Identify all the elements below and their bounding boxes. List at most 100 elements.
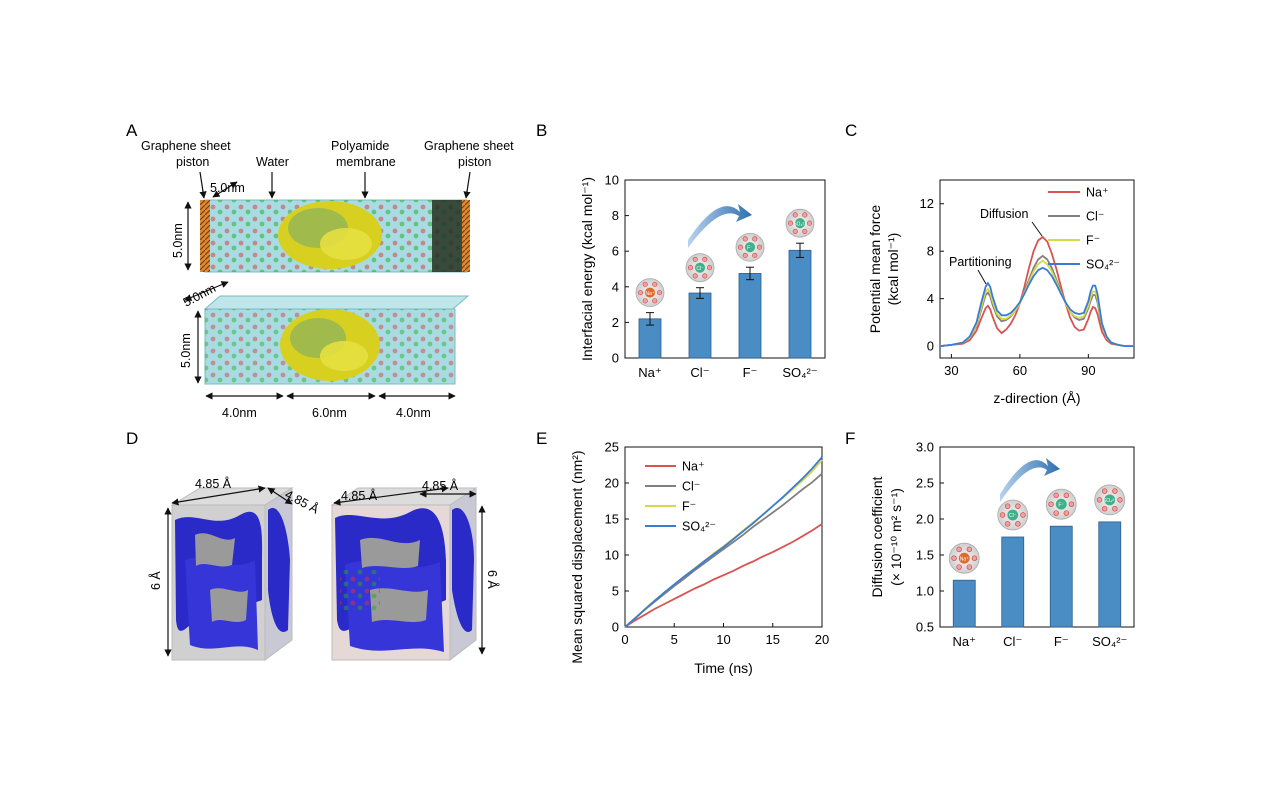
chart-b-ytick-label: 10: [605, 173, 619, 188]
chart-b-category-label: Na⁺: [638, 365, 661, 380]
chart-b-ion-icon-water: [656, 290, 663, 296]
chart-b-ion-icon-water: [702, 273, 708, 279]
chart-f-ion-icon-water: [999, 512, 1006, 518]
chart-e-xtick-label: 20: [815, 632, 829, 647]
chart-f-bar: [1098, 521, 1122, 628]
chart-f-category-label: F⁻: [1054, 634, 1069, 649]
dim-right-width: 4.85 Å: [341, 488, 378, 503]
chart-f-ytick-label: 1.0: [916, 584, 934, 599]
chart-b-bar: [788, 249, 812, 359]
dim-right-depth: 4.85 Å: [422, 478, 459, 493]
chart-f-ylabel-2: (× 10⁻¹⁰ m² s⁻¹): [888, 488, 904, 586]
chart-e-series-line: [624, 472, 823, 628]
chart-b-bar: [738, 273, 762, 359]
chart-c-legend-label: Na⁺: [1086, 186, 1109, 200]
chart-f-ion-icon-symbol: Na⁺: [960, 556, 969, 562]
label-polyamide-1: Polyamide: [331, 139, 389, 153]
chart-b-ion-icon-symbol: F⁻: [747, 245, 753, 251]
pore-structure-left: [170, 487, 294, 661]
chart-e-ytick-label: 15: [605, 512, 619, 527]
chart-c-series-line: [939, 235, 1134, 347]
chart-f-bar: [952, 579, 976, 628]
chart-e-msd: 0 5 10 15 20 25 0 5 10 15 20 Na⁺ Cl⁻ F⁻ SO₄²⁻ Time (ns)…: [569, 440, 829, 677]
simulation-box-bottom: [203, 295, 470, 385]
chart-e-xtick-label: 15: [766, 632, 780, 647]
chart-c-legend-label: F⁻: [1086, 234, 1100, 248]
chart-b-ion-icon-water: [792, 228, 798, 234]
chart-f-ylabel-1: Diffusion coefficient: [869, 476, 885, 597]
dim-left-height: 6 Å: [148, 571, 163, 590]
chart-b-ion-icon-water: [792, 212, 798, 218]
chart-f-ytick-label: 2.5: [916, 476, 934, 491]
chart-c-legend-label: SO₄²⁻: [1086, 258, 1120, 272]
chart-f-category-label: Cl⁻: [1003, 634, 1022, 649]
chart-b-ion-icon-water: [652, 281, 658, 287]
panel-c-letter: C: [845, 121, 857, 140]
dim-bottom-height: 5.0nm: [179, 333, 193, 368]
pore-structure-right: [330, 487, 478, 662]
dim-seg-2: 6.0nm: [312, 406, 347, 420]
chart-b-ytick-label: 0: [612, 351, 619, 366]
chart-b-ylabel: Interfacial energy (kcal mol⁻¹): [579, 177, 595, 361]
chart-c-ytick-label: 8: [927, 244, 934, 259]
chart-b-ion-icon-water: [787, 220, 794, 226]
graphene-piston-right: [462, 200, 470, 272]
chart-f-ion-icon-water: [1101, 488, 1108, 494]
chart-b-ion-icon-water: [702, 256, 708, 262]
chart-b-ion-icon-core: [644, 287, 656, 298]
chart-b-ion-icon-symbol: Na⁺: [645, 291, 654, 297]
chart-b-category-label: SO₄²⁻: [782, 365, 817, 380]
chart-e-ytick-label: 25: [605, 440, 619, 455]
chart-f-ion-icon-water: [966, 564, 973, 570]
chart-e-ytick-label: 0: [612, 620, 619, 635]
label-piston-right-1: Graphene sheet: [424, 139, 514, 153]
dim-seg-3: 4.0nm: [396, 406, 431, 420]
panel-b-letter: B: [536, 121, 547, 140]
graphene-piston-left: [200, 200, 210, 272]
chart-e-ylabel: Mean squared displacement (nm²): [569, 450, 585, 663]
chart-e-ytick-label: 5: [612, 584, 619, 599]
chart-b-ion-icon-water: [692, 256, 698, 262]
chart-b-ion-icon-core: [794, 218, 806, 229]
chart-e-xtick-label: 0: [621, 632, 628, 647]
chart-b-ion-icon-water: [806, 220, 813, 226]
chart-b-ion-icon-symbol: Cl⁻: [696, 266, 704, 272]
chart-c-annotation-partitioning-pointer: [977, 269, 987, 285]
chart-b-frame: [624, 179, 826, 359]
chart-b-ion-icon-water: [752, 236, 758, 242]
simulation-box-top: [200, 199, 470, 273]
chart-f-ion-icon-core: [1055, 498, 1067, 510]
chart-f-ion-icon-water: [1053, 492, 1059, 499]
chart-c-xlabel: z-direction (Å): [993, 390, 1080, 406]
chart-c-frame: [939, 179, 1135, 359]
chart-b-ion-icon-water: [687, 265, 694, 271]
chart-e-xlabel: Time (ns): [694, 660, 753, 676]
panel-d: D 4.85 Å 4.85 Å 6 Å 4.85: [126, 429, 500, 662]
chart-e-legend-label: SO₄²⁻: [682, 520, 716, 534]
chart-c-ylabel-2: (kcal mol⁻¹): [885, 233, 901, 306]
panel-e-letter: E: [536, 429, 547, 448]
chart-c-xtick-label: 30: [944, 363, 958, 378]
chart-c-annotation-diffusion-pointer: [1031, 221, 1043, 237]
chart-f-ion-icon-symbol: F⁻: [1058, 502, 1064, 508]
chart-e-xtick-label: 10: [716, 632, 730, 647]
chart-c-legend-label: Cl⁻: [1086, 210, 1104, 224]
chart-c-ylabel-1: Potential mean force: [867, 205, 883, 334]
chart-b-ion-icon-water: [756, 244, 763, 250]
chart-f-category-label: Na⁺: [953, 634, 976, 649]
chart-b-trend-arrow: [688, 204, 752, 248]
chart-f-ion-icon-water: [1048, 501, 1054, 507]
chart-b-ion-icon-water: [742, 252, 748, 259]
chart-b-ytick-label: 2: [612, 315, 619, 330]
chart-c-ytick-label: 0: [927, 339, 934, 354]
chart-b-ion-icon-water: [706, 265, 713, 271]
chart-f-ion-icon-water: [956, 546, 962, 553]
chart-e-series-line: [624, 456, 823, 628]
chart-f-ion-icon-water: [1015, 503, 1021, 509]
chart-b-category-label: Cl⁻: [690, 365, 709, 380]
chart-b-ion-icon-water: [642, 281, 648, 287]
chart-f-ion-icon-water: [966, 546, 973, 553]
chart-b-ion-icon-water: [637, 290, 644, 296]
chart-b-ion-icon-water: [802, 228, 808, 234]
